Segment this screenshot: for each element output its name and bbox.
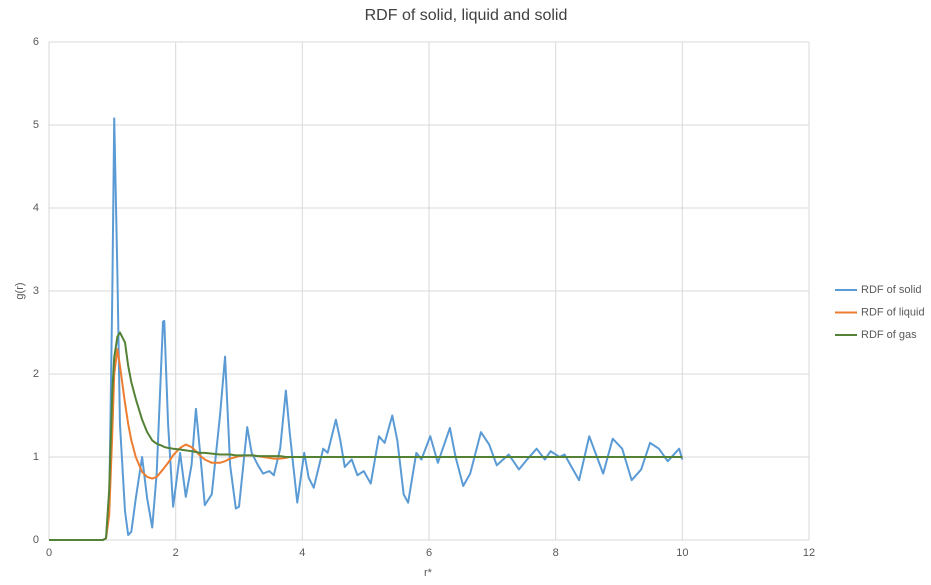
y-tick-label: 5: [33, 119, 39, 131]
chart-title: RDF of solid, liquid and solid: [365, 7, 568, 24]
y-tick-label: 2: [33, 368, 39, 380]
x-tick-label: 12: [803, 547, 815, 559]
x-tick-label: 10: [676, 547, 688, 559]
series-line: [49, 331, 683, 541]
y-tick-label: 6: [33, 36, 39, 48]
series-line: [49, 117, 684, 541]
legend-label: RDF of liquid: [861, 306, 925, 318]
y-tick-label: 1: [33, 451, 39, 463]
x-axis-title: r*: [424, 567, 433, 579]
y-tick-label: 3: [33, 285, 39, 297]
x-tick-label: 6: [426, 547, 432, 559]
x-tick-label: 0: [46, 547, 52, 559]
legend-label: RDF of gas: [861, 329, 917, 341]
x-tick-label: 2: [173, 547, 179, 559]
x-tick-label: 4: [299, 547, 305, 559]
y-tick-label: 0: [33, 534, 39, 546]
y-tick-label: 4: [33, 202, 39, 214]
legend-label: RDF of solid: [861, 284, 922, 296]
x-tick-label: 8: [553, 547, 559, 559]
y-axis-title: g(r): [14, 282, 26, 299]
